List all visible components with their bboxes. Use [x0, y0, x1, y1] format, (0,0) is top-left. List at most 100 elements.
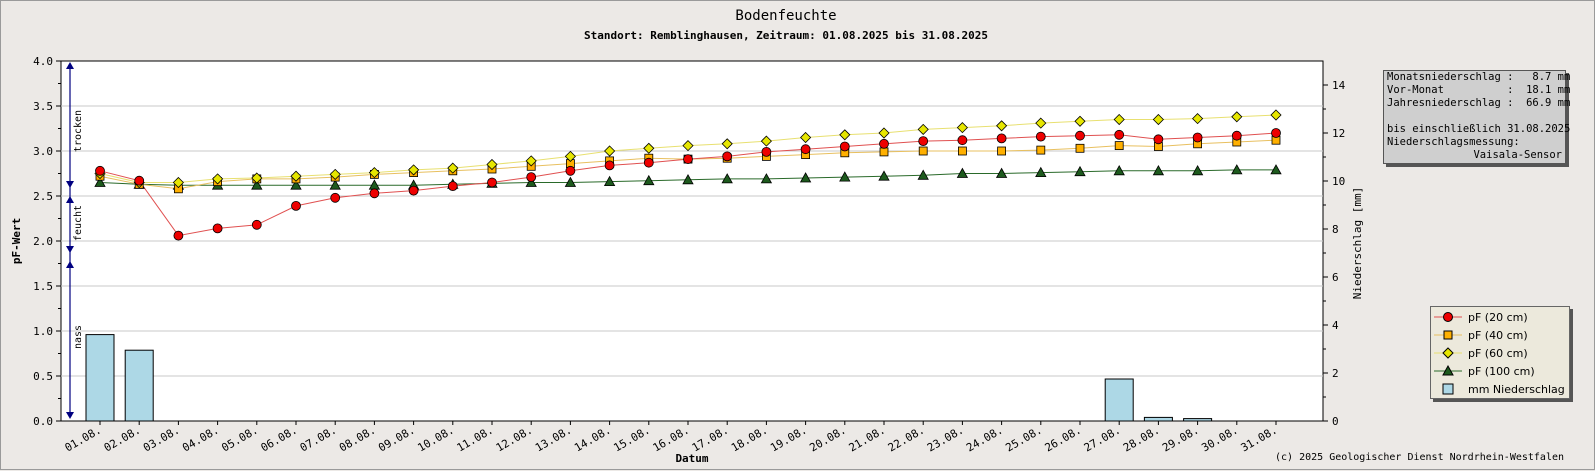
point-pf60 — [564, 150, 576, 162]
info-until-date: bis einschließlich 31.08.2025 — [1387, 123, 1571, 135]
x-tick-label: 03.08. — [141, 423, 182, 454]
x-tick-label: 12.08. — [494, 423, 535, 454]
point-pf20 — [761, 146, 772, 157]
circle-marker-icon — [1434, 312, 1462, 322]
point-pf60 — [172, 176, 184, 189]
point-pf100 — [721, 173, 733, 184]
y-tick-label: 1.5 — [33, 280, 53, 293]
y-tick-label: 2.0 — [33, 235, 53, 248]
point-pf20 — [330, 192, 341, 203]
point-pf60 — [251, 172, 263, 184]
point-pf20 — [1114, 129, 1125, 140]
point-pf60 — [1035, 117, 1047, 129]
point-pf60 — [996, 120, 1008, 132]
point-pf100 — [956, 167, 969, 178]
point-pf40 — [918, 146, 928, 156]
point-pf100 — [1231, 164, 1243, 175]
rain-bar — [1183, 418, 1213, 422]
info-spacer — [1387, 110, 1562, 123]
point-pf20 — [212, 223, 223, 234]
point-pf60 — [1192, 113, 1204, 125]
point-pf60 — [604, 145, 616, 157]
x-tick-label: 10.08. — [415, 423, 456, 454]
point-pf100 — [799, 172, 812, 183]
rain-bars — [85, 334, 1213, 422]
legend-label-pf100: pF (100 cm) — [1468, 364, 1535, 378]
point-pf20 — [1271, 128, 1281, 138]
point-pf20 — [800, 144, 811, 155]
info-previous-month: Vor-Monat : 18.1 mm — [1387, 84, 1571, 96]
y2-tick-label: 0 — [1332, 415, 1339, 428]
legend-item-pf40: pF (40 cm) — [1431, 326, 1569, 344]
rain-bar — [1143, 416, 1173, 422]
legend-label-pf20: pF (20 cm) — [1468, 310, 1528, 324]
left-axis-ticks: 0.0 0.5 1.0 1.5 2.0 2.5 3.0 3.5 4.0 — [33, 55, 61, 428]
point-pf100 — [1035, 166, 1047, 178]
point-pf100 — [94, 176, 106, 187]
point-pf20 — [447, 181, 458, 192]
point-pf20 — [408, 185, 419, 196]
zone-label-dry: trocken — [73, 110, 84, 152]
point-pf100 — [682, 173, 694, 185]
point-pf100 — [1191, 164, 1204, 176]
point-pf100 — [760, 173, 773, 184]
point-pf60 — [1231, 111, 1243, 123]
x-tick-label: 27.08. — [1082, 423, 1123, 454]
x-tick-label: 05.08. — [219, 423, 260, 454]
point-pf60 — [682, 140, 694, 152]
point-pf20 — [134, 175, 145, 186]
right-axis-ticks: 0 2 4 6 8 10 12 14 — [1323, 79, 1346, 428]
point-pf20 — [1231, 130, 1242, 141]
point-pf60 — [800, 131, 812, 144]
point-pf20 — [369, 188, 380, 199]
x-tick-label: 07.08. — [298, 423, 339, 454]
y-tick-label: 2.5 — [33, 190, 53, 203]
rain-bar — [1104, 378, 1134, 422]
point-pf60 — [878, 127, 890, 139]
point-pf100 — [290, 179, 302, 190]
right-axis-label: Niederschlag [mm] — [1351, 187, 1364, 300]
zone-label-wet: nass — [73, 325, 84, 349]
point-pf60 — [1113, 113, 1125, 126]
zone-arrows — [66, 62, 74, 419]
y-tick-label: 1.0 — [33, 325, 53, 338]
info-sensor-name: Vaisala-Sensor — [1473, 149, 1562, 161]
y2-tick-label: 2 — [1332, 367, 1339, 380]
point-pf40 — [958, 146, 967, 156]
x-tick-label: 01.08. — [63, 423, 104, 454]
chart-subtitle: Standort: Remblinghausen, Zeitraum: 01.0… — [584, 29, 988, 42]
x-tick-label: 15.08. — [611, 423, 652, 454]
point-pf100 — [995, 167, 1008, 178]
rain-bar — [85, 334, 115, 422]
y-tick-label: 3.0 — [33, 145, 53, 158]
y-tick-label: 4.0 — [33, 55, 53, 68]
chart-legend: pF (20 cm) pF (40 cm) pF (60 cm) pF (100… — [1430, 306, 1570, 399]
point-pf60 — [760, 135, 772, 147]
point-pf20 — [604, 160, 615, 171]
point-pf20 — [996, 133, 1007, 144]
diamond-marker-icon — [1434, 347, 1462, 359]
point-pf100 — [564, 176, 577, 187]
x-tick-label: 16.08. — [651, 423, 692, 454]
point-pf60 — [329, 168, 341, 180]
y2-tick-label: 4 — [1332, 319, 1339, 332]
point-pf60 — [408, 164, 420, 176]
legend-item-pf100: pF (100 cm) — [1431, 362, 1569, 380]
point-pf100 — [251, 179, 263, 190]
y-tick-label: 0.5 — [33, 370, 53, 383]
point-pf20 — [251, 219, 262, 230]
x-axis-ticks: 01.08.02.08.03.08.04.08.05.08.06.08.07.0… — [63, 421, 1280, 454]
copyright-text: (c) 2025 Geologischer Dienst Nordrhein-W… — [1275, 452, 1564, 463]
point-pf60 — [447, 162, 459, 174]
y-tick-label: 3.5 — [33, 100, 53, 113]
point-pf20 — [526, 172, 537, 183]
point-pf60 — [368, 167, 380, 179]
point-pf20 — [722, 151, 733, 162]
legend-item-rain: mm Niederschlag — [1431, 380, 1569, 398]
point-pf20 — [1035, 131, 1046, 142]
legend-label-pf40: pF (40 cm) — [1468, 328, 1528, 342]
y2-tick-label: 12 — [1332, 127, 1345, 140]
x-tick-label: 09.08. — [376, 423, 417, 454]
